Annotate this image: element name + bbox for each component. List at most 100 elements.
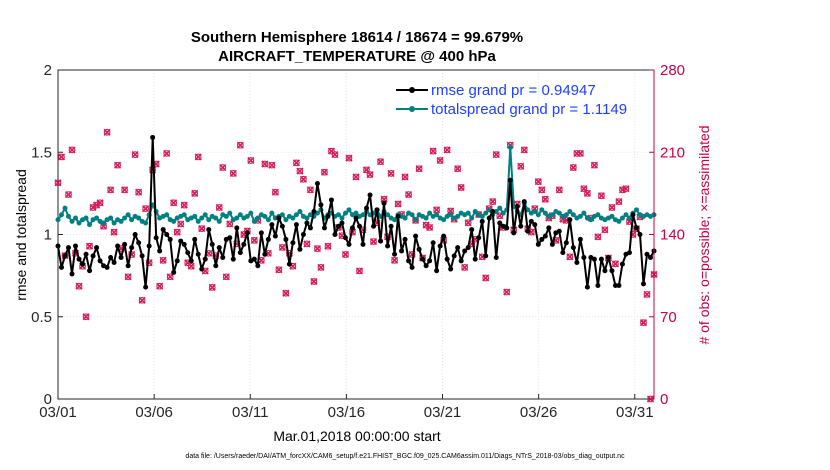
rmse-point xyxy=(83,251,89,257)
rmse-point xyxy=(525,228,531,234)
rmse-point xyxy=(462,248,468,254)
x-tick-label: 03/31 xyxy=(616,404,654,421)
obs-assimilated-point xyxy=(282,289,290,297)
rmse-point xyxy=(164,232,170,237)
rmse-point xyxy=(143,284,149,290)
rmse-point xyxy=(97,258,103,264)
obs-assimilated-point xyxy=(317,263,325,271)
spread-point xyxy=(181,212,187,218)
obs-possible-point xyxy=(279,244,286,251)
rmse-point xyxy=(584,284,590,290)
rmse-point xyxy=(90,253,96,259)
rmse-point xyxy=(87,268,93,274)
obs-possible-point xyxy=(114,161,121,169)
spread-point xyxy=(507,144,513,150)
spread-point xyxy=(73,215,79,221)
rmse-point xyxy=(406,258,412,264)
spread-point xyxy=(542,210,548,216)
spread-point xyxy=(62,205,68,211)
obs-assimilated-point xyxy=(401,173,409,181)
rmse-point xyxy=(55,243,61,249)
obs-assimilated-point xyxy=(271,188,279,196)
obs-possible-point xyxy=(124,273,132,281)
obs-assimilated-point xyxy=(121,186,129,194)
spread-point xyxy=(346,207,352,213)
grid xyxy=(57,69,654,400)
obs-assimilated-point xyxy=(54,179,62,187)
obs-possible-point xyxy=(110,228,118,236)
spread-point xyxy=(213,215,219,221)
spread-point xyxy=(588,217,594,223)
spread-point xyxy=(164,212,170,218)
obs-possible-point xyxy=(303,240,311,248)
obs-possible-point xyxy=(643,291,651,298)
rmse-point xyxy=(157,248,163,254)
spread-point xyxy=(118,218,124,224)
spread-point xyxy=(577,213,583,219)
y-tick-label: 0.5 xyxy=(31,309,52,326)
spread-point xyxy=(108,215,114,221)
rmse-point xyxy=(385,243,391,249)
obs-assimilated-point xyxy=(303,240,311,248)
obs-assimilated-point xyxy=(166,273,174,281)
rmse-point xyxy=(346,241,352,247)
obs-possible-point xyxy=(107,186,114,194)
rmse-point xyxy=(318,202,324,208)
obs-possible-point xyxy=(173,228,181,236)
obs-possible-point xyxy=(394,200,402,208)
rmse-point xyxy=(455,245,461,251)
rmse-point xyxy=(570,245,576,251)
obs-assimilated-point xyxy=(142,205,150,213)
rmse-point xyxy=(479,218,485,224)
rmse-point xyxy=(493,255,499,261)
rmse-point xyxy=(476,235,482,241)
rmse-point xyxy=(244,230,250,236)
obs-assimilated-point xyxy=(639,319,648,327)
rmse-point xyxy=(206,227,212,233)
rmse-point xyxy=(335,223,341,229)
spread-point xyxy=(539,207,545,213)
obs-possible-point xyxy=(503,288,511,296)
rmse-point xyxy=(374,207,380,213)
y-tick-label: 0 xyxy=(44,391,52,408)
obs-assimilated-point xyxy=(517,162,525,170)
spread-point xyxy=(469,215,475,221)
rmse-point xyxy=(451,253,457,259)
spread-point xyxy=(500,210,506,216)
spread-point xyxy=(136,215,142,221)
obs-possible-point xyxy=(541,195,549,203)
obs-possible-point xyxy=(538,186,546,194)
obs-assimilated-point xyxy=(306,186,314,194)
obs-possible-point xyxy=(282,289,290,297)
obs-possible-point xyxy=(159,257,167,264)
rmse-point xyxy=(237,250,243,256)
rmse-point xyxy=(73,243,79,249)
rmse-point xyxy=(626,250,632,256)
rmse-point xyxy=(118,255,124,261)
spread-point xyxy=(427,210,433,216)
spread-point xyxy=(616,218,622,224)
spread-point xyxy=(570,212,576,218)
obs-possible-point xyxy=(261,160,269,168)
rmse-point xyxy=(399,248,405,254)
obs-assimilated-point xyxy=(219,163,227,172)
spread-point xyxy=(623,212,629,218)
obs-assimilated-point xyxy=(366,171,374,179)
rmse-point xyxy=(178,238,184,244)
obs-possible-point xyxy=(331,151,339,158)
rmse-point xyxy=(325,213,331,219)
spread-point xyxy=(626,215,632,221)
rmse-point xyxy=(66,245,72,251)
obs-possible-point xyxy=(517,163,525,170)
spread-point xyxy=(353,210,359,216)
obs-assimilated-point xyxy=(643,290,651,298)
obs-possible-point xyxy=(352,173,360,181)
obs-possible-point xyxy=(58,153,65,161)
right-y-axis: 0 70 140 210 280 xyxy=(649,62,685,408)
obs-assimilated-point xyxy=(313,245,322,253)
rmse-point xyxy=(80,261,86,267)
obs-possible-point xyxy=(454,165,462,173)
obs-possible-point xyxy=(615,198,623,205)
spread-point xyxy=(244,213,250,219)
spread-point xyxy=(448,212,454,218)
